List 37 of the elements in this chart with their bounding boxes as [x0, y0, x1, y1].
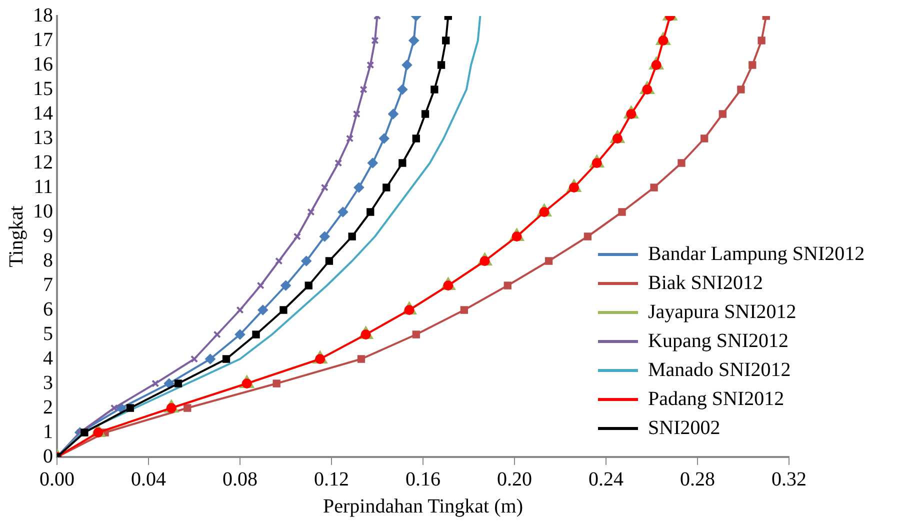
x-tick-label: 0.20: [497, 468, 532, 490]
y-tick-label: 6: [43, 298, 53, 320]
x-axis-title: Perpindahan Tingkat (m): [323, 495, 523, 518]
y-tick-label: 4: [43, 347, 53, 370]
x-tick-label: 0.00: [40, 468, 74, 490]
y-tick-label: 3: [43, 372, 53, 394]
y-tick-label: 11: [34, 176, 53, 198]
y-tick-label: 16: [33, 53, 53, 76]
y-tick-label: 0: [43, 445, 53, 468]
y-tick-label: 15: [33, 78, 53, 100]
x-tick-label: 0.12: [314, 468, 349, 490]
y-tick-label: 12: [33, 151, 53, 174]
y-tick-label: 13: [33, 126, 53, 149]
y-tick-label: 18: [33, 4, 53, 26]
legend-label: Bandar Lampung SNI2012: [648, 242, 865, 267]
y-tick-label: 17: [33, 28, 53, 51]
y-tick-label: 9: [43, 224, 53, 247]
y-tick-label: 5: [43, 322, 53, 345]
x-tick-label: 0.28: [680, 468, 715, 490]
y-axis-title: Tingkat: [5, 205, 28, 268]
x-tick-label: 0.08: [222, 468, 258, 490]
legend-label: Manado SNI2012: [648, 358, 791, 383]
y-tick-label: 7: [43, 274, 53, 296]
x-tick-label: 0.04: [131, 468, 166, 490]
y-tick-label: 10: [33, 200, 53, 222]
y-tick-label: 2: [43, 396, 53, 418]
x-tick-label: 0.24: [588, 468, 624, 490]
legend-label: SNI2002: [648, 416, 720, 441]
y-tick-label: 14: [33, 102, 53, 124]
x-tick-label: 0.32: [772, 468, 806, 490]
legend-label: Jayapura SNI2012: [648, 300, 796, 325]
y-tick-label: 8: [43, 249, 53, 272]
legend-label: Kupang SNI2012: [648, 329, 789, 354]
y-tick-label: 1: [43, 420, 53, 443]
x-tick-label: 0.16: [406, 468, 440, 490]
legend-label: Biak SNI2012: [648, 271, 763, 296]
legend-label: Padang SNI2012: [648, 387, 784, 412]
